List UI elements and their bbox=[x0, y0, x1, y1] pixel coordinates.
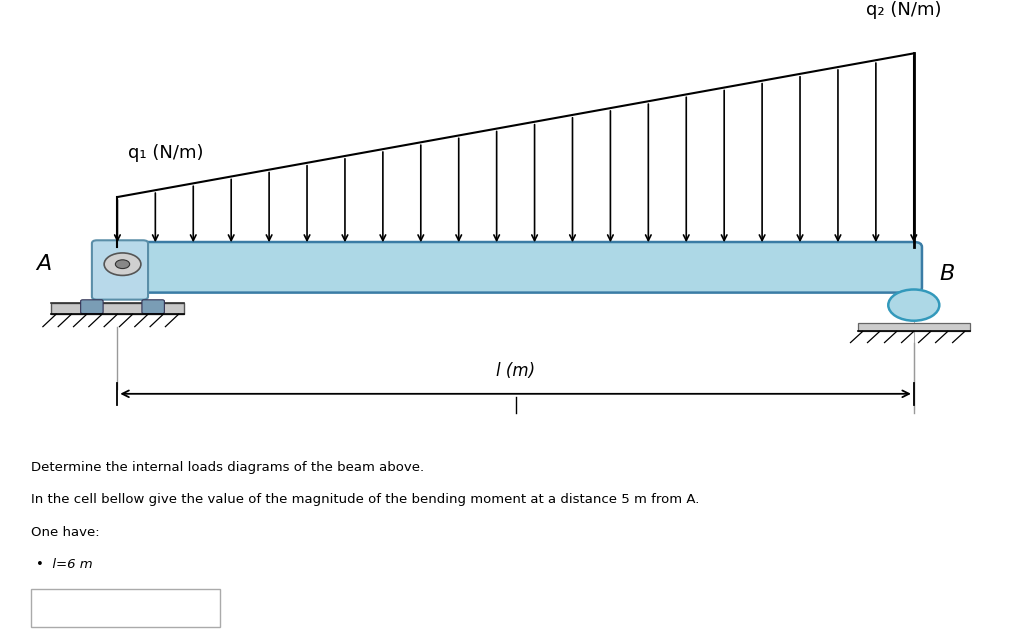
Circle shape bbox=[104, 253, 141, 275]
Text: One have:: One have: bbox=[31, 526, 99, 539]
FancyBboxPatch shape bbox=[109, 242, 922, 293]
Text: q₁ (N/m): q₁ (N/m) bbox=[128, 144, 203, 162]
Text: =44 kN/m: =44 kN/m bbox=[132, 591, 203, 604]
Text: Determine the internal loads diagrams of the beam above.: Determine the internal loads diagrams of… bbox=[31, 461, 424, 474]
Text: q₂ (N/m): q₂ (N/m) bbox=[866, 1, 941, 19]
FancyBboxPatch shape bbox=[31, 589, 220, 626]
Text: q: q bbox=[119, 591, 128, 604]
Text: 1: 1 bbox=[52, 596, 58, 605]
Bar bbox=[858, 323, 970, 332]
Text: l (m): l (m) bbox=[496, 362, 535, 380]
Text: •  l=6 m: • l=6 m bbox=[36, 558, 92, 571]
Text: •: • bbox=[36, 591, 52, 604]
Text: 2: 2 bbox=[126, 596, 132, 605]
Text: A: A bbox=[36, 254, 51, 274]
Circle shape bbox=[115, 260, 130, 268]
FancyBboxPatch shape bbox=[81, 300, 103, 314]
Text: In the cell bellow give the value of the magnitude of the bending moment at a di: In the cell bellow give the value of the… bbox=[31, 493, 699, 507]
FancyBboxPatch shape bbox=[92, 240, 148, 300]
Text: B: B bbox=[939, 263, 955, 284]
Text: =17 kN/m and: =17 kN/m and bbox=[58, 591, 163, 604]
Circle shape bbox=[888, 289, 939, 321]
Text: q: q bbox=[46, 591, 54, 604]
FancyBboxPatch shape bbox=[142, 300, 164, 314]
Bar bbox=[51, 303, 184, 314]
